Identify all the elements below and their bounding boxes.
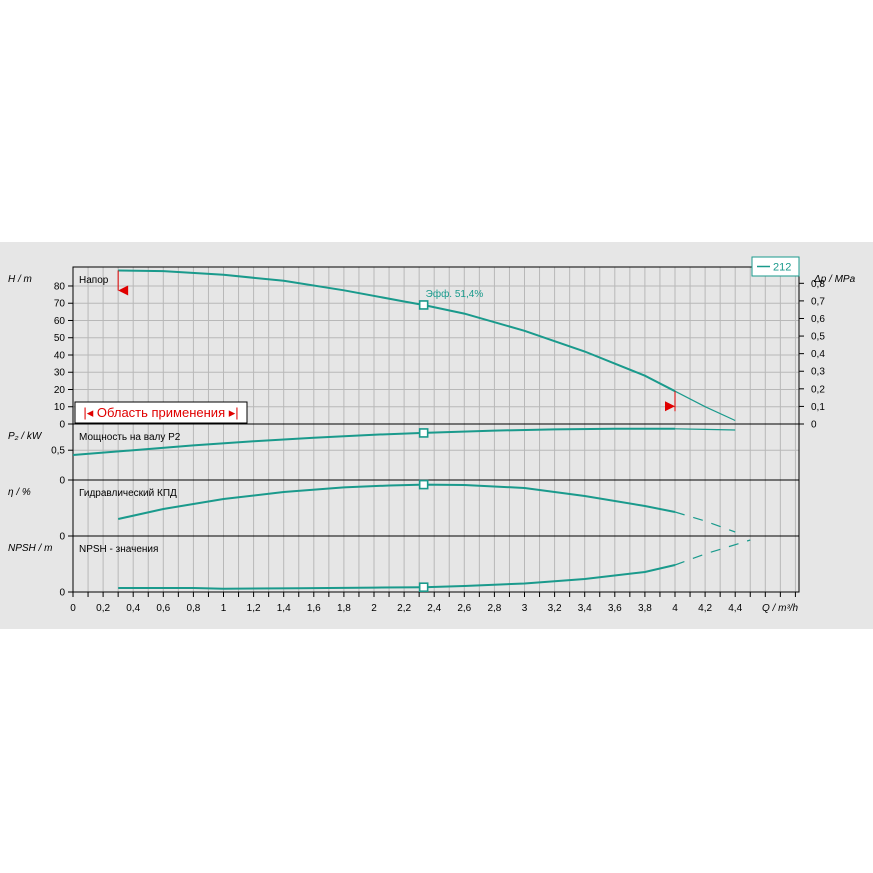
y-tick-label: 0 <box>59 532 65 543</box>
y2-tick-label: 0,7 <box>811 296 825 307</box>
y2-tick-label: 0,2 <box>811 384 825 395</box>
plot-frame <box>72 266 800 593</box>
curve-head-thin <box>674 390 736 422</box>
curve-efficiency-solid <box>117 483 676 520</box>
curve-npsh-dashed <box>674 539 751 566</box>
y-tick-label: 60 <box>54 316 66 327</box>
x-tick-label: 1,6 <box>307 603 321 614</box>
duty-point-marker-head <box>418 300 429 310</box>
curve-head-solid <box>118 269 676 393</box>
panel-title: Мощность на валу P2 <box>79 432 181 443</box>
legend-entry: 212 <box>773 262 791 274</box>
y-tick-label: 0 <box>59 476 65 487</box>
x-axis-label: Q / m³/h <box>762 603 799 614</box>
range-max-marker <box>665 401 675 412</box>
x-tick-label: 2,6 <box>457 603 471 614</box>
efficiency-annotation: Эфф. 51,4% <box>426 288 484 300</box>
x-tick-label: 2,2 <box>397 603 411 614</box>
x-tick-label: 0,8 <box>186 603 200 614</box>
y2-tick-label: 0,8 <box>811 279 825 290</box>
duty-point-marker-npsh <box>418 582 429 593</box>
panel-frames <box>72 266 800 593</box>
y-axis-label: P₂ / kW <box>8 431 43 442</box>
x-tick-label: 4,2 <box>698 603 712 614</box>
y-axis-label: η / % <box>8 487 31 498</box>
x-tick-label: 0,6 <box>156 603 170 614</box>
panel-title: Гидравлический КПД <box>79 488 177 499</box>
y-axis-label: NPSH / m <box>8 543 52 554</box>
y-tick-label: 0,5 <box>51 446 65 457</box>
range-label: |◂ Область применения ▸| <box>83 405 238 420</box>
y2-axis-label: Δp / MPa <box>813 274 856 285</box>
x-tick-label: 2,4 <box>427 603 441 614</box>
y-tick-label: 30 <box>54 368 66 379</box>
y2-tick-label: 0,1 <box>811 402 825 413</box>
y2-tick-label: 0,6 <box>811 314 825 325</box>
range-label-box <box>74 401 248 424</box>
x-tick-label: 4,4 <box>728 603 742 614</box>
x-tick-label: 0,4 <box>126 603 140 614</box>
y2-tick-label: 0,5 <box>811 332 825 343</box>
range-min-marker <box>118 285 129 296</box>
y-tick-label: 10 <box>54 402 66 413</box>
x-tick-label: 2,8 <box>487 603 501 614</box>
x-tick-label: 4 <box>672 603 678 614</box>
duty-point-marker-power <box>418 428 429 438</box>
grid-layer <box>72 267 799 592</box>
y-tick-label: 0 <box>59 588 65 599</box>
legend-box <box>751 256 800 277</box>
pump-curve-chart: 0 10 20 30 40 50 60 70 80 H / m Напор 0 0,1 0,2 0,3 0,4… <box>0 242 873 629</box>
x-tick-label: 1,8 <box>337 603 351 614</box>
x-tick-label: 3 <box>522 603 528 614</box>
y-tick-label: 50 <box>54 333 66 344</box>
x-tick-label: 2 <box>371 603 377 614</box>
x-tick-label: 3,8 <box>638 603 652 614</box>
duty-point-marker-efficiency <box>418 479 429 490</box>
y-tick-label: 70 <box>54 299 66 310</box>
x-tick-label: 1 <box>221 603 227 614</box>
panel-title: Напор <box>79 275 109 286</box>
curve-npsh-solid <box>118 564 676 590</box>
y-tick-label: 20 <box>54 385 66 396</box>
curve-layer <box>72 269 751 593</box>
y-tick-label: 80 <box>54 281 66 292</box>
y-axis-label: H / m <box>8 274 32 285</box>
panel-title: NPSH - значения <box>79 544 158 555</box>
curve-power-solid <box>72 427 675 456</box>
x-tick-label: 3,4 <box>578 603 592 614</box>
y-tick-label: 0 <box>59 420 65 431</box>
annotation-layer: Эфф. 51,4% |◂ Область применения ▸| 212 <box>74 256 800 424</box>
x-tick-label: 1,4 <box>277 603 291 614</box>
x-tick-label: 3,2 <box>548 603 562 614</box>
y2-tick-label: 0,4 <box>811 349 825 360</box>
x-tick-label: 3,6 <box>608 603 622 614</box>
x-tick-label: 1,2 <box>247 603 261 614</box>
x-tick-label: 0,2 <box>96 603 110 614</box>
curve-power-thin <box>674 428 736 431</box>
y2-tick-label: 0 <box>811 420 817 431</box>
y2-tick-label: 0,3 <box>811 367 825 378</box>
x-tick-label: 0 <box>70 603 76 614</box>
y-tick-label: 40 <box>54 350 66 361</box>
